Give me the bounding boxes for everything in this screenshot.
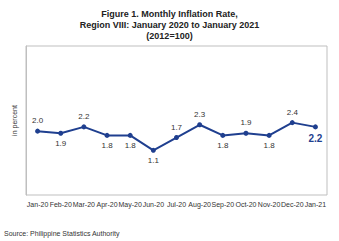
svg-text:1.8: 1.8 [101,141,113,150]
svg-text:May-20: May-20 [119,201,142,209]
svg-text:1.8: 1.8 [125,141,137,150]
svg-text:Jun-20: Jun-20 [143,201,165,208]
svg-text:1.9: 1.9 [55,139,67,148]
svg-text:2.2: 2.2 [308,133,322,144]
svg-text:1.7: 1.7 [171,123,183,132]
svg-text:Nov-20: Nov-20 [258,201,281,208]
svg-text:Sep-20: Sep-20 [212,201,235,209]
svg-text:Source: Philippine Statistics: Source: Philippine Statistics Authority [4,230,120,238]
svg-text:Jan-20: Jan-20 [27,201,49,208]
svg-text:Jan-21: Jan-21 [305,201,327,208]
svg-text:Apr-20: Apr-20 [97,201,118,209]
svg-text:1.8: 1.8 [217,141,229,150]
svg-text:1.8: 1.8 [264,141,276,150]
svg-text:Oct-20: Oct-20 [235,201,256,208]
svg-text:Jul-20: Jul-20 [167,201,186,208]
svg-text:2.0: 2.0 [32,116,44,125]
svg-text:1.1: 1.1 [148,156,160,165]
svg-text:Region VIII: January 2020 to J: Region VIII: January 2020 to January 202… [80,20,260,30]
svg-text:in percent: in percent [11,105,19,136]
svg-text:2.2: 2.2 [78,112,90,121]
svg-text:Dec-20: Dec-20 [281,201,304,208]
svg-text:(2012=100): (2012=100) [146,31,192,41]
svg-text:Mar-20: Mar-20 [73,201,95,208]
svg-text:2.4: 2.4 [287,108,299,117]
svg-text:1.9: 1.9 [240,118,252,127]
svg-text:Feb-20: Feb-20 [50,201,72,208]
svg-text:Aug-20: Aug-20 [188,201,211,209]
svg-text:2.3: 2.3 [194,110,206,119]
svg-text:Figure 1. Monthly Inflation Ra: Figure 1. Monthly Inflation Rate, [101,9,238,19]
